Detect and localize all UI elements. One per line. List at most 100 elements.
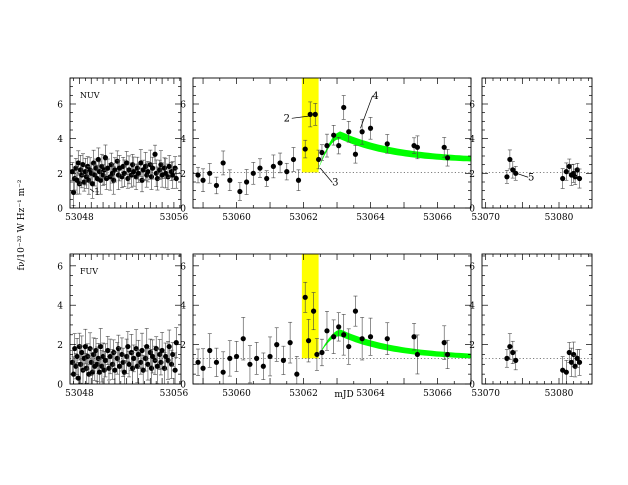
data-point: [352, 295, 359, 327]
data-point: [267, 336, 273, 377]
data-marker: [571, 351, 577, 358]
data-marker: [102, 357, 109, 363]
band-label: NUV: [80, 91, 100, 100]
data-point: [566, 342, 572, 363]
data-marker: [70, 371, 77, 377]
data-point: [227, 340, 233, 377]
y-axis-label: fν/10⁻³² W Hz⁻¹ m⁻²: [17, 179, 27, 270]
data-marker: [568, 359, 575, 365]
data-marker: [331, 132, 337, 138]
data-marker: [144, 343, 150, 350]
data-marker: [76, 181, 83, 187]
x-tick-label: 53064: [356, 213, 385, 223]
data-marker: [87, 345, 93, 352]
data-marker: [319, 149, 325, 156]
data-marker: [139, 347, 145, 354]
data-marker: [70, 189, 77, 195]
data-marker: [367, 334, 374, 340]
data-point: [305, 319, 312, 363]
data-marker: [72, 345, 78, 352]
data-marker: [220, 369, 226, 375]
data-marker: [121, 170, 127, 176]
data-marker: [116, 363, 123, 369]
data-marker: [94, 361, 100, 367]
x-axis-label: mJD: [334, 390, 353, 400]
data-point: [98, 328, 104, 365]
data-marker: [280, 357, 287, 363]
panel-frame: [69, 253, 182, 385]
data-marker: [172, 367, 178, 373]
data-point: [102, 343, 109, 378]
data-marker: [145, 169, 151, 175]
data-point: [126, 351, 132, 378]
data-marker: [105, 347, 111, 354]
data-marker: [165, 357, 171, 363]
data-marker: [576, 175, 583, 182]
data-marker: [134, 363, 140, 369]
data-marker: [112, 167, 118, 173]
data-point: [284, 162, 290, 181]
annotation-leader: [291, 115, 309, 119]
data-marker: [331, 334, 337, 340]
annotation-leader: [89, 188, 95, 193]
data-marker: [250, 170, 256, 176]
data-marker: [336, 324, 342, 330]
y-tick-label: 2: [180, 341, 186, 351]
panel-plot-area: [193, 78, 471, 201]
data-marker: [89, 369, 96, 375]
data-point: [441, 325, 447, 360]
annotation-leader: [516, 173, 529, 178]
data-point: [270, 154, 276, 179]
data-marker: [150, 353, 156, 360]
data-marker: [207, 170, 213, 176]
data-point: [163, 342, 169, 371]
data-marker: [163, 353, 169, 360]
data-point: [87, 332, 93, 365]
data-marker: [237, 188, 243, 195]
data-marker: [135, 351, 142, 358]
data-marker: [563, 369, 569, 375]
data-point: [140, 354, 146, 384]
data-marker: [277, 160, 283, 166]
data-marker: [247, 361, 253, 367]
data-point: [75, 150, 81, 176]
data-marker: [152, 151, 158, 157]
data-marker: [85, 353, 91, 360]
data-point: [294, 356, 300, 384]
data-marker: [98, 177, 104, 183]
data-point: [150, 156, 156, 180]
data-marker: [566, 349, 572, 356]
data-marker: [274, 342, 280, 348]
data-point: [150, 339, 156, 374]
data-marker: [79, 349, 85, 356]
data-marker: [142, 355, 149, 361]
data-point: [220, 351, 226, 384]
y-tick-label: 0: [469, 381, 475, 391]
data-marker: [135, 170, 142, 176]
data-marker: [95, 355, 101, 361]
data-marker: [566, 163, 572, 169]
data-point: [336, 312, 342, 342]
data-point: [290, 147, 297, 172]
data-marker: [101, 367, 107, 373]
data-point: [260, 352, 266, 380]
annotation-leader: [320, 167, 333, 183]
data-marker: [359, 129, 365, 135]
data-marker: [513, 170, 519, 176]
annotation-label: 1: [94, 187, 100, 198]
x-tick-label: 53070: [471, 389, 500, 399]
data-marker: [112, 367, 118, 373]
data-marker: [142, 163, 149, 169]
data-point: [163, 158, 169, 189]
data-marker: [307, 111, 313, 117]
x-tick-label: 53056: [160, 213, 189, 223]
flare-highlight-band: [301, 254, 319, 359]
data-point: [70, 178, 77, 207]
data-marker: [74, 353, 80, 360]
data-marker: [574, 167, 580, 173]
data-marker: [81, 179, 87, 185]
y-tick-label: 4: [57, 302, 63, 312]
data-marker: [107, 353, 113, 360]
panel-frame: [192, 253, 472, 385]
data-point: [173, 327, 179, 358]
